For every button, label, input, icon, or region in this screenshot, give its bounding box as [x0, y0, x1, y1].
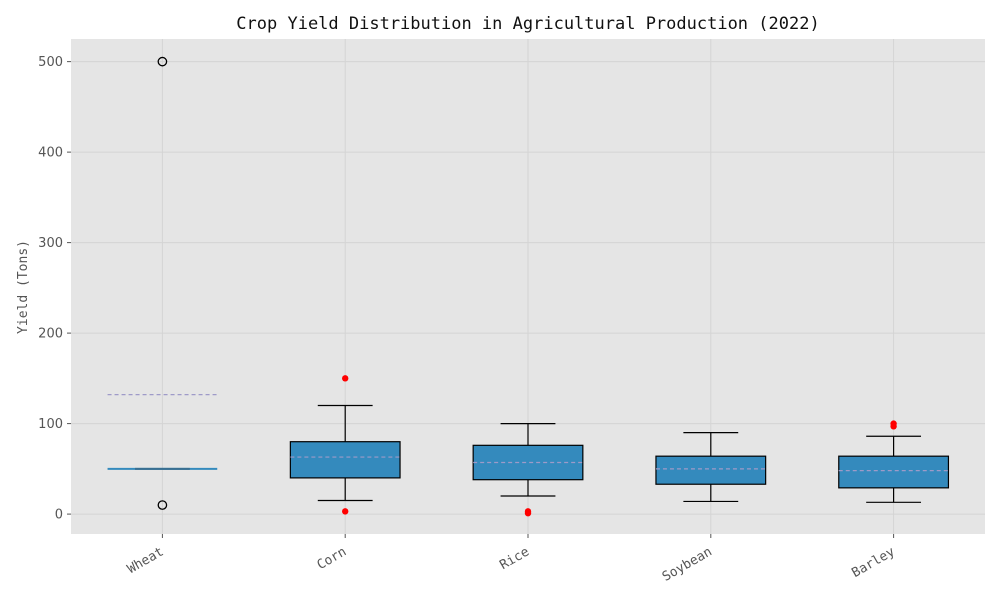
outlier-point [890, 423, 897, 430]
boxes-layer [107, 56, 950, 517]
outlier-point [524, 509, 532, 517]
y-tick-label: 500 [38, 55, 63, 70]
outlier-point [342, 375, 349, 382]
outlier-point [157, 500, 168, 510]
outlier-point [342, 508, 349, 515]
box-rice [472, 422, 584, 517]
outlier-point [157, 56, 168, 67]
iqr-box [838, 455, 950, 489]
y-axis-ticks: 0 100 200 300 400 500 [38, 55, 71, 523]
box-barley [838, 420, 950, 503]
y-tick-label: 0 [55, 508, 63, 523]
y-tick-label: 300 [38, 236, 63, 251]
box-soybean [655, 432, 767, 503]
box-wheat [107, 56, 218, 510]
iqr-box [655, 455, 767, 485]
y-axis-label: Yield (Tons) [16, 240, 31, 334]
box-corn [289, 375, 401, 515]
y-tick-label: 100 [38, 417, 63, 432]
y-tick-label: 400 [38, 146, 63, 161]
chart-title: Crop Yield Distribution in Agricultural … [236, 14, 819, 34]
y-tick-label: 200 [38, 327, 63, 342]
iqr-box [289, 441, 401, 479]
